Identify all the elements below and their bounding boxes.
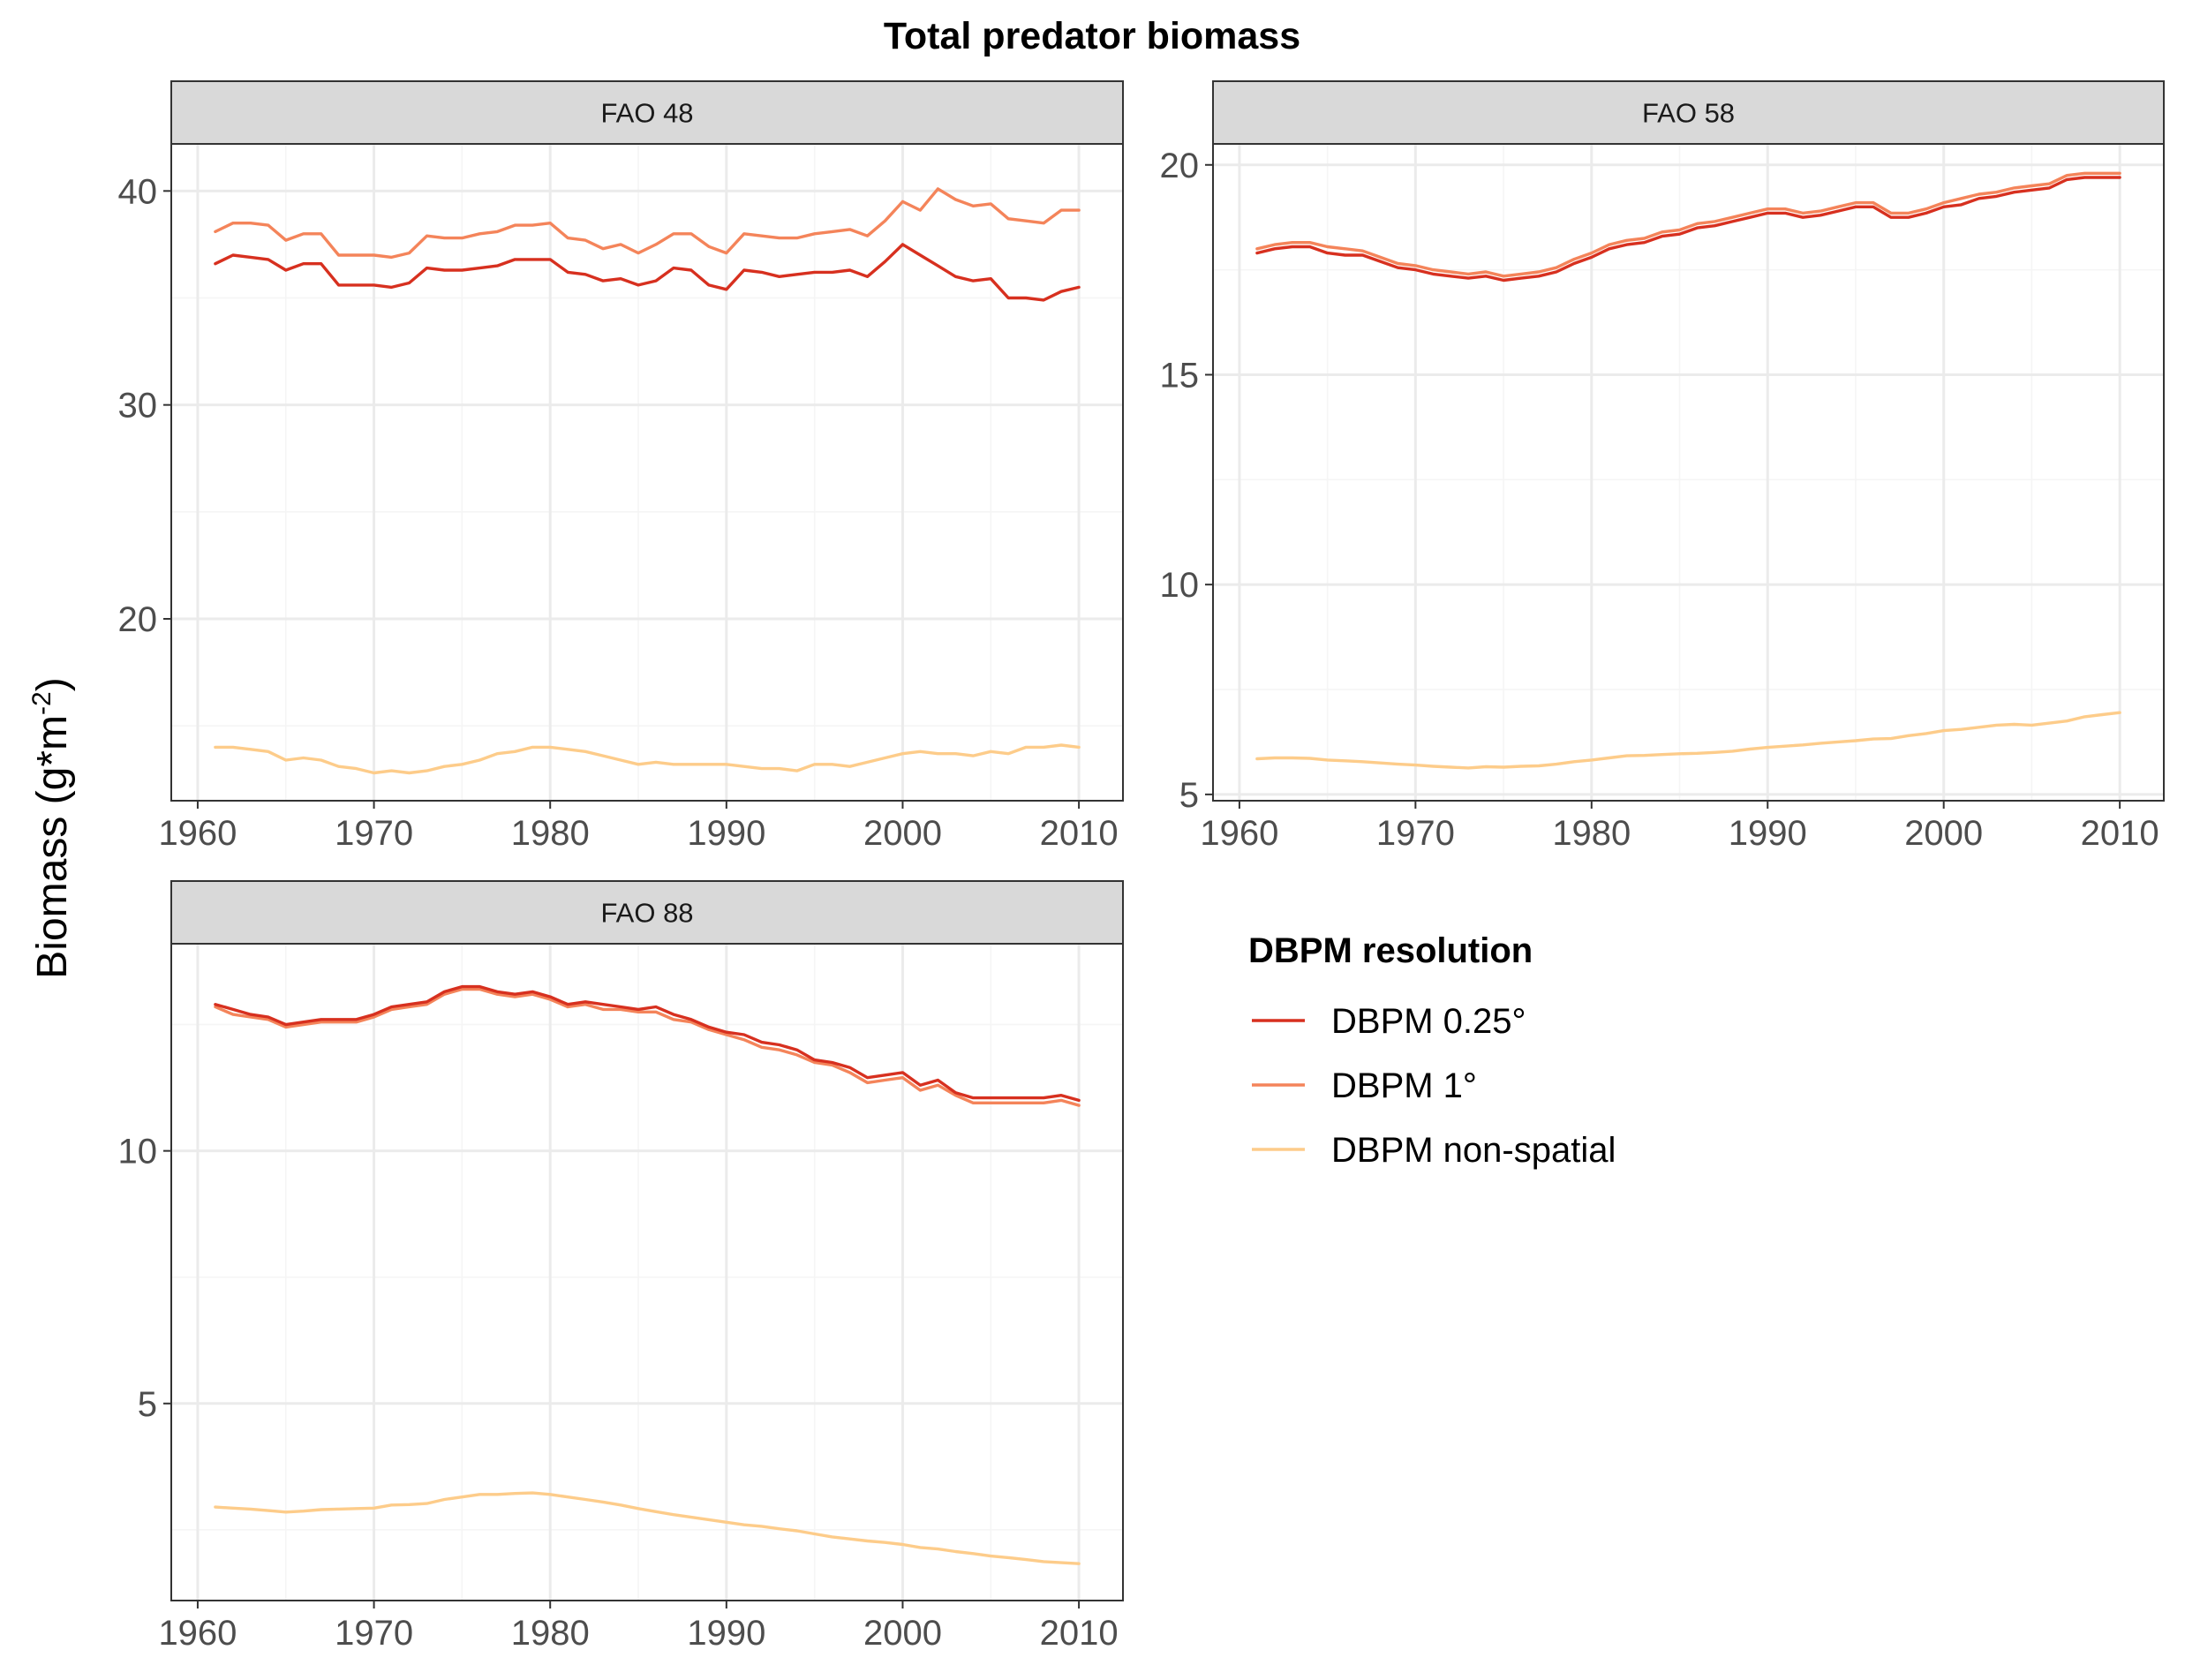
- series-line-dbpm-1: [214, 987, 1081, 1107]
- y-axis-label-superscript: -2: [27, 691, 57, 715]
- plot-background: [1213, 144, 2164, 801]
- legend-label: DBPM 0.25°: [1331, 1002, 1526, 1041]
- panel-fao-48: FAO 48 20 30 40 1960 1970 1980 1990 2000 2010: [118, 80, 1124, 853]
- facet-strip: [170, 80, 1124, 145]
- facet-strip-label: FAO 48: [600, 98, 693, 129]
- y-tick-label: 10: [118, 1133, 158, 1171]
- x-tick-label: 1970: [1376, 814, 1455, 853]
- facet-strip: [170, 880, 1124, 945]
- legend-items: DBPM 0.25° DBPM 1° DBPM non-spatial: [1252, 1002, 1616, 1170]
- y-axis-label: Biomass (g*m-2): [27, 677, 76, 978]
- y-tick-label: 10: [1160, 566, 1200, 605]
- panel-fao-88: FAO 88 5 10 1960 1970 1980 1990 2000 2010: [118, 880, 1124, 1653]
- x-tick-label: 1970: [335, 1614, 413, 1653]
- legend-label: DBPM 1°: [1331, 1066, 1477, 1105]
- x-tick-label: 2010: [1040, 814, 1119, 853]
- series-line-dbpm-0-25: [1255, 176, 2121, 283]
- y-tick-label: 40: [118, 172, 158, 211]
- x-tick-label: 1990: [687, 1614, 765, 1653]
- x-tick-label: 2010: [2081, 814, 2159, 853]
- x-tick-label: 2000: [863, 1614, 942, 1653]
- legend: DBPM resolution DBPM 0.25° DBPM 1° DBPM no…: [1248, 931, 1616, 1170]
- panel-fao-58: FAO 58 5 10 15 20 1960 1970 1980 1990 2000 2010: [1160, 80, 2165, 853]
- x-tick-label: 2010: [1040, 1614, 1119, 1653]
- series-line-dbpm-1: [214, 187, 1081, 260]
- y-tick-label: 5: [138, 1385, 157, 1424]
- y-tick-label: 20: [118, 600, 158, 639]
- series-line-dbpm-0-25: [214, 984, 1081, 1103]
- y-tick-label: 15: [1160, 356, 1200, 395]
- x-tick-label: 1960: [1200, 814, 1278, 853]
- x-tick-label: 1980: [511, 1614, 590, 1653]
- facet-strip-label: FAO 58: [1642, 98, 1735, 129]
- legend-title: DBPM resolution: [1248, 931, 1533, 970]
- y-axis-label-prefix: Biomass (g*m: [29, 715, 76, 979]
- x-tick-label: 1980: [511, 814, 590, 853]
- x-tick-label: 1990: [1729, 814, 1807, 853]
- y-axis-label-suffix: ): [29, 677, 76, 691]
- x-tick-label: 1980: [1552, 814, 1631, 853]
- x-tick-label: 1960: [158, 1614, 237, 1653]
- y-tick-label: 20: [1160, 147, 1200, 185]
- x-tick-label: 2000: [1904, 814, 1983, 853]
- legend-label: DBPM non-spatial: [1331, 1131, 1616, 1170]
- y-tick-label: 5: [1179, 776, 1199, 815]
- x-tick-label: 1990: [687, 814, 765, 853]
- facet-strip-label: FAO 88: [600, 898, 693, 929]
- legend-item-dbpm-0-25: DBPM 0.25°: [1252, 1002, 1526, 1041]
- x-tick-label: 2000: [863, 814, 942, 853]
- legend-item-dbpm-non-spatial: DBPM non-spatial: [1252, 1131, 1616, 1170]
- series-line-dbpm-0-25: [214, 243, 1081, 302]
- legend-item-dbpm-1: DBPM 1°: [1252, 1066, 1477, 1105]
- chart-title: Total predator biomass: [884, 15, 1300, 57]
- y-tick-label: 30: [118, 387, 158, 426]
- series-line-dbpm-1: [1255, 171, 2121, 278]
- series-line-dbpm-non-spatial: [214, 1491, 1081, 1565]
- x-tick-label: 1960: [158, 814, 237, 853]
- x-tick-label: 1970: [335, 814, 413, 853]
- facet-strip: [1212, 80, 2165, 145]
- plot-background: [171, 144, 1123, 801]
- series-line-dbpm-non-spatial: [214, 743, 1081, 775]
- series-line-dbpm-non-spatial: [1255, 711, 2121, 770]
- plot-background: [171, 944, 1123, 1601]
